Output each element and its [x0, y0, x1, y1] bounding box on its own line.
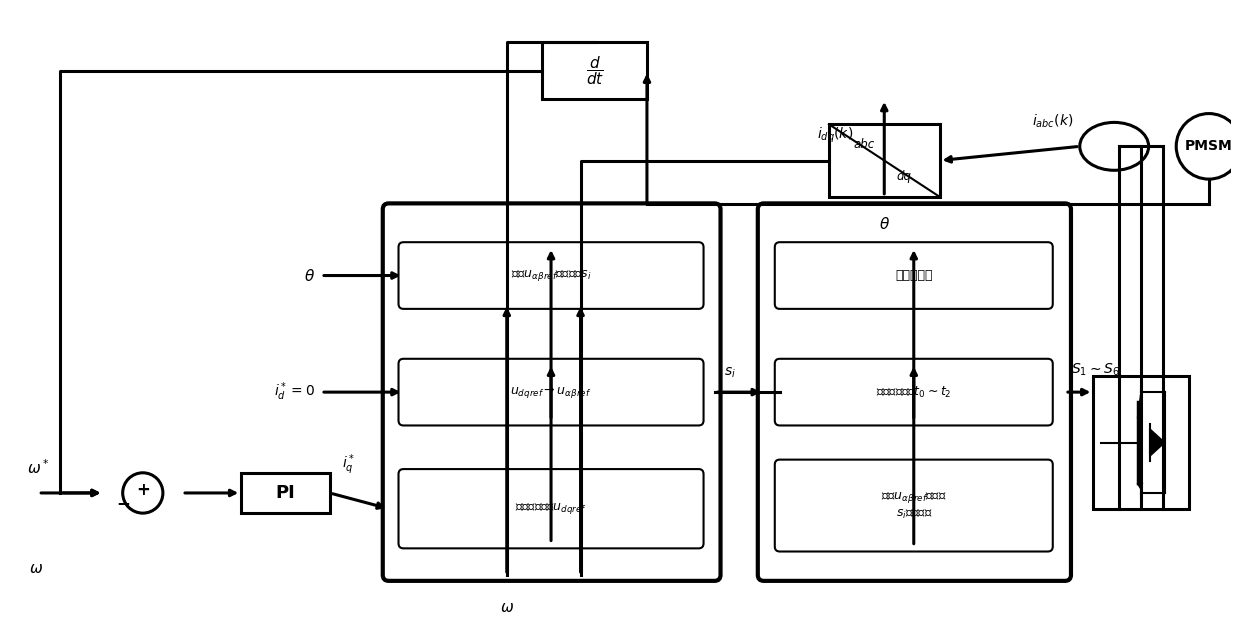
Bar: [1093, 377, 1189, 509]
Text: 计算参考矢量$u_{dqref}$: 计算参考矢量$u_{dqref}$: [515, 501, 587, 517]
Text: PI: PI: [275, 484, 295, 502]
Text: $i_{abc}(k)$: $i_{abc}(k)$: [1032, 113, 1074, 130]
Text: $i_q^*$: $i_q^*$: [342, 453, 356, 477]
FancyBboxPatch shape: [399, 359, 704, 425]
Text: 脉冲发生器: 脉冲发生器: [895, 269, 933, 282]
Bar: [543, 42, 647, 99]
Text: $i_{dq}(k)$: $i_{dq}(k)$: [817, 126, 854, 145]
Bar: [242, 473, 330, 513]
Text: abc: abc: [854, 138, 875, 151]
FancyBboxPatch shape: [399, 469, 704, 548]
FancyBboxPatch shape: [774, 242, 1053, 309]
Text: $\dfrac{d}{dt}$: $\dfrac{d}{dt}$: [586, 54, 603, 87]
Text: PMSM: PMSM: [1184, 139, 1233, 153]
Text: +: +: [136, 481, 150, 499]
Text: 判断$u_{\alpha\beta ref}$在扇区
$s_i$对应区域: 判断$u_{\alpha\beta ref}$在扇区 $s_i$对应区域: [881, 490, 947, 521]
Text: $\omega$: $\omega$: [28, 561, 43, 576]
Text: −: −: [116, 494, 130, 512]
Text: $s_i$: $s_i$: [725, 366, 736, 380]
Text: $S_1$$\sim$$S_6$: $S_1$$\sim$$S_6$: [1072, 362, 1120, 379]
Text: $\omega^*$: $\omega^*$: [27, 458, 50, 477]
FancyBboxPatch shape: [383, 203, 721, 581]
Polygon shape: [1150, 429, 1165, 456]
Text: dq: dq: [897, 170, 912, 183]
Text: $u_{dqref}$$\rightarrow$$u_{\alpha\beta ref}$: $u_{dqref}$$\rightarrow$$u_{\alpha\beta …: [510, 384, 592, 400]
Text: 计算$u_{\alpha\beta ref}$所在扇区$s_i$: 计算$u_{\alpha\beta ref}$所在扇区$s_i$: [510, 268, 591, 283]
FancyBboxPatch shape: [774, 460, 1053, 551]
Bar: [829, 124, 939, 197]
FancyBboxPatch shape: [399, 242, 704, 309]
Text: $\omega$: $\omega$: [499, 600, 514, 615]
FancyBboxPatch shape: [758, 203, 1070, 581]
FancyBboxPatch shape: [774, 359, 1053, 425]
Text: $\theta$: $\theta$: [878, 216, 890, 232]
Text: $\theta$: $\theta$: [304, 268, 315, 284]
Text: 读取作用时间$t_0$$\sim$$t_2$: 读取作用时间$t_0$$\sim$$t_2$: [876, 385, 952, 399]
Text: $i_d^*$$=$$0$: $i_d^*$$=$$0$: [274, 381, 315, 403]
